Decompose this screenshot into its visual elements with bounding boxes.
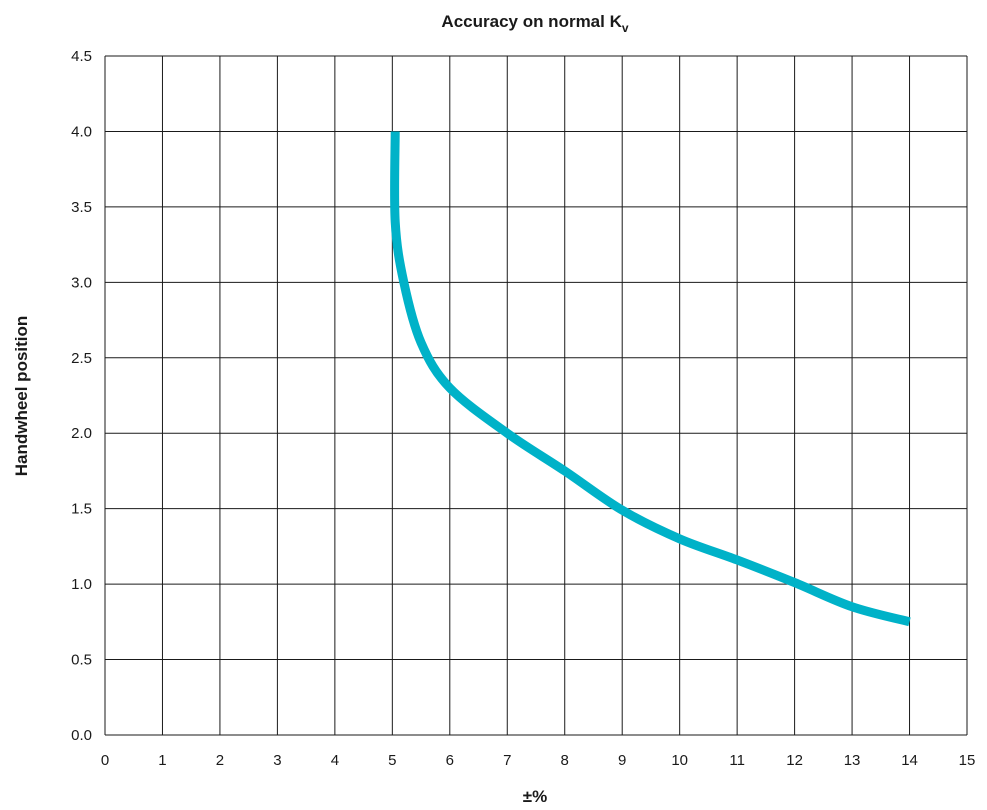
x-axis-label: ±% <box>523 787 547 806</box>
chart-title: Accuracy on normal Kv <box>441 12 628 35</box>
x-tick-label: 1 <box>158 752 166 769</box>
x-axis-ticks: 0 1 2 3 4 5 6 7 8 9 10 11 12 13 14 15 <box>101 752 976 769</box>
y-tick-label: 0.0 <box>71 727 92 744</box>
series-group <box>390 131 911 627</box>
y-tick-label: 3.5 <box>71 199 92 216</box>
series-line <box>390 131 911 627</box>
y-tick-label: 1.5 <box>71 501 92 518</box>
chart-title-main: Accuracy on normal K <box>441 12 622 31</box>
x-tick-label: 8 <box>561 752 569 769</box>
x-tick-label: 9 <box>618 752 626 769</box>
x-tick-label: 13 <box>844 752 861 769</box>
x-tick-label: 14 <box>901 752 918 769</box>
y-axis-label: Handwheel position <box>12 316 31 477</box>
x-tick-label: 2 <box>216 752 224 769</box>
y-tick-label: 4.0 <box>71 123 92 140</box>
x-tick-label: 3 <box>273 752 281 769</box>
x-tick-label: 11 <box>729 752 745 769</box>
y-tick-label: 1.0 <box>71 576 92 593</box>
x-tick-label: 10 <box>671 752 688 769</box>
x-tick-label: 5 <box>388 752 396 769</box>
x-tick-label: 7 <box>503 752 511 769</box>
y-tick-label: 0.5 <box>71 652 92 669</box>
x-tick-label: 12 <box>786 752 803 769</box>
y-tick-label: 2.5 <box>71 350 92 367</box>
chart-title-subscript: v <box>622 21 629 35</box>
grid <box>104 55 968 736</box>
y-axis-ticks: 0.0 0.5 1.0 1.5 2.0 2.5 3.0 3.5 4.0 4.5 <box>71 48 92 744</box>
x-tick-label: 0 <box>101 752 109 769</box>
y-tick-label: 3.0 <box>71 274 92 291</box>
x-tick-label: 6 <box>446 752 454 769</box>
y-tick-label: 4.5 <box>71 48 92 65</box>
y-tick-label: 2.0 <box>71 425 92 442</box>
x-tick-label: 4 <box>331 752 339 769</box>
x-tick-label: 15 <box>959 752 976 769</box>
